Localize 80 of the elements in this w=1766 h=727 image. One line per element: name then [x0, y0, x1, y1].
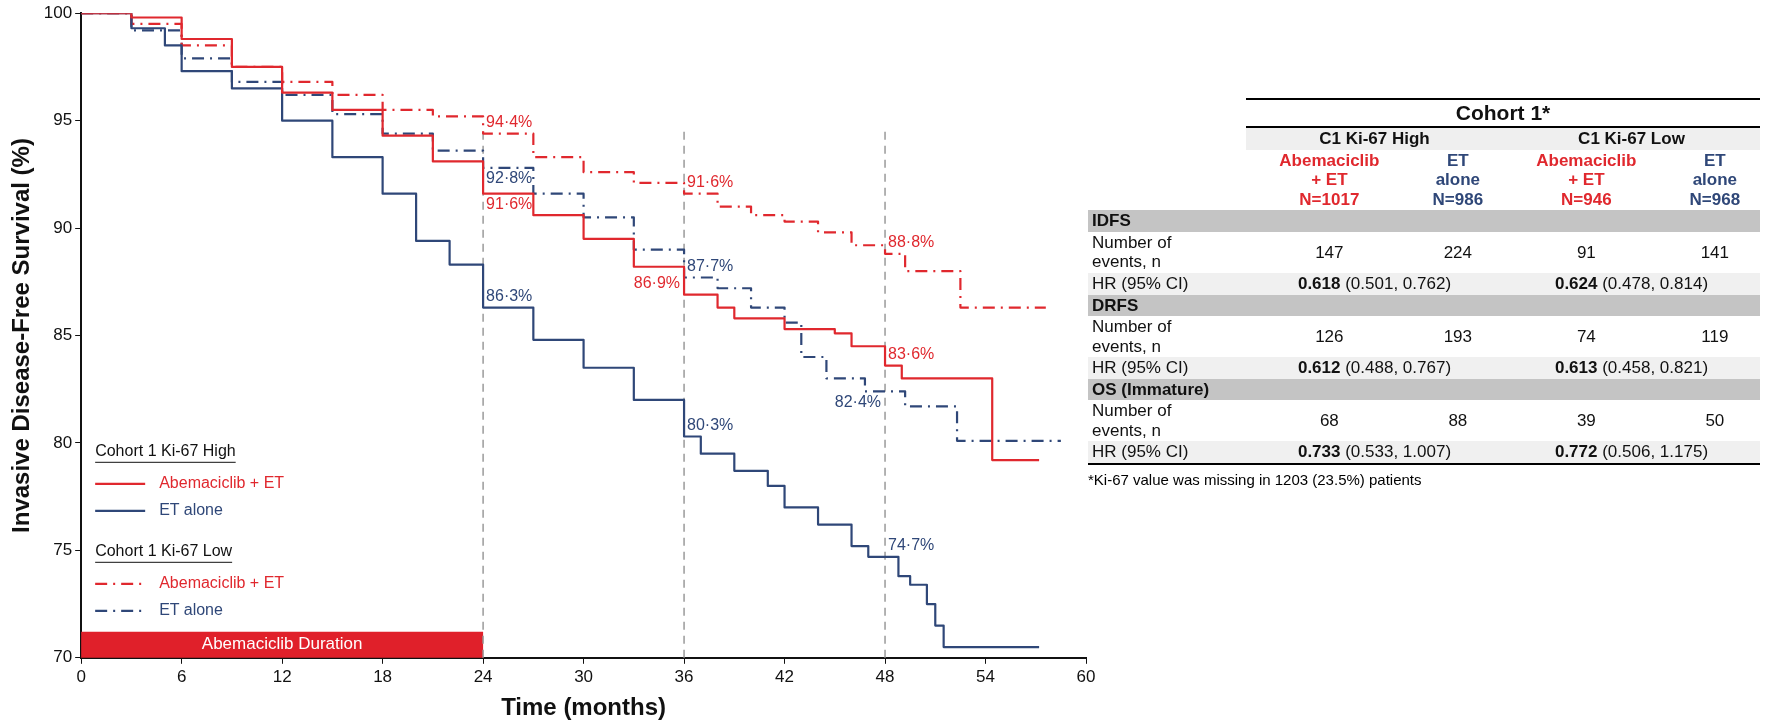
text: HR (95% CI) [1088, 272, 1246, 295]
text: 68 [1318, 410, 1340, 432]
annotation: 91·6% [687, 173, 734, 191]
text: Cohort 1* [1246, 99, 1760, 128]
text: OS (Immature) [1088, 378, 1760, 401]
text: (0.533, 1.007) [1345, 442, 1452, 462]
text: ET alone N=968 [1688, 149, 1742, 211]
text: 147 [1314, 241, 1345, 264]
text: Number of events, n [1091, 231, 1173, 273]
annotation: Cohort 1 Ki-67 Low [95, 542, 233, 560]
x-tick-label: 54 [976, 666, 995, 686]
text: 0.612 [1297, 358, 1341, 378]
text: HR (95% CI) [1088, 441, 1246, 464]
y-tick-label: 90 [53, 217, 73, 237]
text: C1 Ki-67 Low [1502, 127, 1760, 150]
annotation: Cohort 1 Ki-67 High [95, 442, 236, 460]
annotation: 80·3% [687, 415, 734, 433]
y-tick-label: 85 [53, 325, 73, 345]
text: (0.478, 0.814) [1602, 273, 1709, 293]
text: 126 [1314, 325, 1345, 348]
text: HR (95% CI) [1088, 357, 1246, 379]
text: (0.501, 0.762) [1345, 273, 1452, 293]
text: 74 [1575, 325, 1597, 348]
text: (0.488, 0.767) [1345, 358, 1452, 378]
text: (0.506, 1.175) [1602, 442, 1709, 462]
text: 119 [1700, 325, 1730, 348]
text: DRFS [1088, 294, 1760, 317]
y-tick-label: 70 [53, 647, 73, 667]
x-axis-title: Time (months) [501, 693, 667, 721]
x-tick-label: 18 [373, 666, 393, 686]
text: 141 [1699, 241, 1731, 264]
x-tick-label: 24 [473, 666, 493, 686]
text: Number of events, n [1091, 400, 1173, 442]
annotation: 92·8% [486, 169, 533, 187]
legend-label: ET alone [159, 501, 224, 519]
annotation: 83·6% [888, 344, 935, 362]
annotation: 74·7% [888, 536, 935, 554]
x-tick-label: 42 [775, 666, 795, 686]
x-tick-label: 30 [574, 666, 594, 686]
annotation: 86·3% [486, 286, 533, 304]
x-tick-label: 48 [875, 666, 895, 686]
text: 88 [1447, 410, 1469, 432]
text: 193 [1442, 325, 1474, 348]
text: 0.613 [1554, 358, 1598, 378]
text: C1 Ki-67 High [1246, 127, 1503, 150]
text: 224 [1442, 241, 1474, 264]
text: Abemaciclib + ET N=946 [1535, 149, 1638, 211]
y-tick-label: 95 [53, 110, 73, 130]
text: 0.733 [1297, 442, 1341, 462]
y-axis-title: Invasive Disease-Free Survival (%) [7, 138, 35, 533]
text: 50 [1704, 410, 1726, 432]
x-tick-label: 12 [272, 666, 292, 686]
legend-label: Abemaciclib + ET [159, 574, 285, 592]
annotation: 94·4% [486, 112, 533, 130]
text: 0.624 [1554, 273, 1598, 293]
y-tick-label: 75 [53, 540, 73, 560]
text: ET alone N=986 [1431, 149, 1485, 211]
x-tick-label: 60 [1076, 666, 1096, 686]
text: IDFS [1088, 210, 1760, 232]
text: 0.772 [1554, 442, 1598, 462]
x-tick-label: 0 [76, 666, 86, 686]
text: *Ki-67 value was missing in 1203 (23.5%) patients [1088, 469, 1423, 488]
annotation: 91·6% [486, 195, 533, 213]
x-tick-label: 36 [674, 666, 694, 686]
annotation: 87·7% [687, 256, 734, 274]
annotation: 88·8% [888, 233, 935, 251]
y-tick-label: 100 [43, 2, 73, 22]
text: 91 [1575, 241, 1597, 264]
text: 0.618 [1297, 273, 1341, 293]
text: Number of events, n [1091, 316, 1173, 358]
text: Abemaciclib + ET N=1017 [1278, 149, 1381, 211]
text: 39 [1575, 410, 1597, 432]
x-tick-label: 6 [176, 666, 187, 686]
y-tick-label: 80 [53, 432, 73, 452]
legend-label: ET alone [159, 601, 224, 619]
annotation: 86·9% [633, 274, 681, 292]
text: (0.458, 0.821) [1602, 358, 1709, 378]
annotation: 82·4% [834, 392, 882, 410]
legend-label: Abemaciclib + ET [159, 474, 285, 492]
band-label: Abemaciclib Duration [201, 634, 363, 654]
